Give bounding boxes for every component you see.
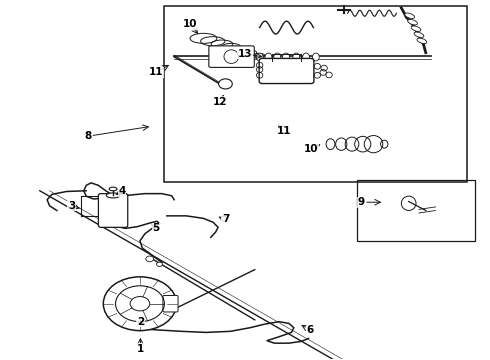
Circle shape (157, 262, 162, 266)
Ellipse shape (313, 53, 319, 61)
Text: 7: 7 (222, 215, 229, 224)
Bar (164, 6, 467, 182)
Text: 13: 13 (238, 49, 252, 59)
Bar (357, 180, 475, 241)
Ellipse shape (417, 38, 427, 44)
Circle shape (103, 277, 176, 330)
Circle shape (219, 79, 232, 89)
Text: 9: 9 (358, 197, 365, 207)
Ellipse shape (293, 53, 300, 61)
Text: 11: 11 (277, 126, 292, 135)
Text: 1: 1 (137, 343, 144, 354)
Ellipse shape (303, 53, 310, 61)
Text: 6: 6 (306, 325, 314, 335)
Text: 12: 12 (212, 97, 227, 107)
Ellipse shape (408, 19, 417, 25)
Circle shape (146, 256, 154, 262)
Ellipse shape (109, 187, 117, 191)
Text: 10: 10 (183, 19, 197, 29)
Ellipse shape (265, 53, 272, 61)
Ellipse shape (414, 32, 424, 37)
Text: 10: 10 (304, 144, 319, 154)
FancyBboxPatch shape (209, 46, 254, 67)
Text: 11: 11 (149, 67, 163, 77)
Circle shape (130, 297, 150, 311)
Text: 2: 2 (137, 317, 144, 327)
Ellipse shape (405, 13, 415, 18)
Ellipse shape (274, 53, 281, 61)
Text: 8: 8 (84, 131, 91, 141)
Ellipse shape (256, 53, 263, 61)
FancyBboxPatch shape (163, 296, 178, 312)
FancyBboxPatch shape (98, 194, 128, 227)
FancyBboxPatch shape (259, 58, 314, 84)
Ellipse shape (411, 26, 421, 31)
Text: 3: 3 (68, 201, 75, 211)
Text: 5: 5 (152, 224, 160, 233)
Text: 4: 4 (118, 186, 125, 197)
Ellipse shape (106, 193, 120, 198)
Ellipse shape (283, 53, 290, 61)
